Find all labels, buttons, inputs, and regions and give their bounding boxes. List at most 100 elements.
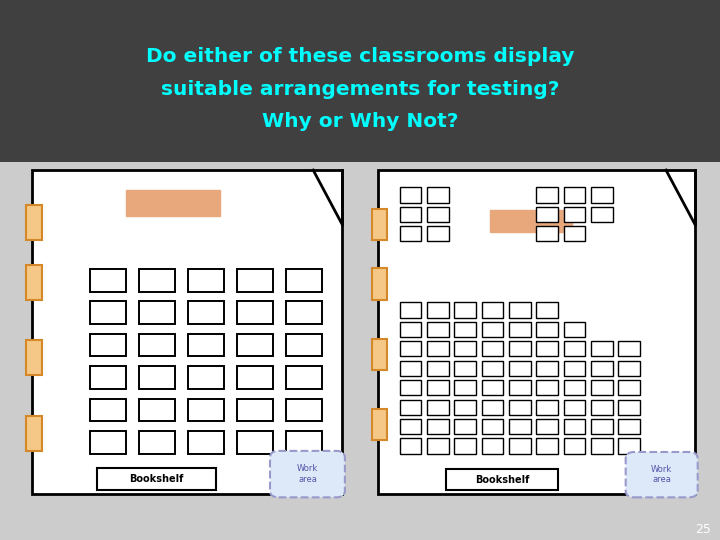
Bar: [482, 419, 503, 434]
Bar: [591, 400, 613, 415]
Bar: [564, 438, 585, 454]
Bar: [591, 438, 613, 454]
Bar: [427, 419, 449, 434]
Bar: [188, 399, 224, 421]
Bar: [427, 322, 449, 337]
Bar: [454, 341, 476, 356]
Bar: [26, 340, 42, 375]
Bar: [188, 366, 224, 389]
Bar: [454, 419, 476, 434]
Bar: [400, 341, 421, 356]
Bar: [536, 302, 558, 318]
Bar: [188, 334, 224, 356]
Bar: [536, 438, 558, 454]
Bar: [26, 205, 42, 240]
Bar: [482, 361, 503, 376]
Text: Do either of these classrooms display: Do either of these classrooms display: [145, 47, 575, 66]
Bar: [591, 419, 613, 434]
Bar: [286, 301, 322, 324]
Bar: [26, 416, 42, 451]
Bar: [400, 419, 421, 434]
Bar: [400, 207, 421, 222]
Text: Work
area: Work area: [651, 465, 672, 484]
Bar: [482, 341, 503, 356]
Bar: [509, 361, 531, 376]
Bar: [400, 226, 421, 241]
Bar: [286, 431, 322, 454]
Text: Work
area: Work area: [297, 464, 318, 484]
Bar: [509, 400, 531, 415]
Bar: [536, 419, 558, 434]
Bar: [482, 438, 503, 454]
Bar: [536, 361, 558, 376]
Bar: [372, 268, 387, 300]
Bar: [237, 334, 273, 356]
Text: Bookshelf: Bookshelf: [130, 474, 184, 484]
Bar: [139, 366, 175, 389]
Bar: [618, 380, 640, 395]
Bar: [490, 210, 572, 232]
Bar: [564, 322, 585, 337]
Bar: [32, 170, 342, 494]
Bar: [400, 380, 421, 395]
Bar: [536, 207, 558, 222]
Bar: [400, 400, 421, 415]
Bar: [618, 361, 640, 376]
Bar: [427, 207, 449, 222]
Bar: [90, 301, 126, 324]
Bar: [139, 334, 175, 356]
Bar: [126, 190, 220, 216]
Bar: [286, 366, 322, 389]
Bar: [482, 380, 503, 395]
Bar: [482, 322, 503, 337]
Bar: [536, 400, 558, 415]
Bar: [372, 209, 387, 240]
Bar: [536, 187, 558, 202]
Bar: [90, 431, 126, 454]
Bar: [427, 187, 449, 202]
Bar: [509, 419, 531, 434]
Bar: [286, 334, 322, 356]
Bar: [378, 170, 695, 494]
Text: Bookshelf: Bookshelf: [475, 475, 529, 484]
Bar: [618, 341, 640, 356]
Bar: [482, 302, 503, 318]
Bar: [564, 207, 585, 222]
Bar: [237, 366, 273, 389]
Bar: [427, 361, 449, 376]
Text: Why or Why Not?: Why or Why Not?: [262, 112, 458, 131]
Bar: [454, 438, 476, 454]
Bar: [427, 380, 449, 395]
FancyBboxPatch shape: [626, 452, 698, 497]
Bar: [237, 269, 273, 292]
Bar: [237, 301, 273, 324]
Bar: [372, 409, 387, 440]
Bar: [427, 226, 449, 241]
Bar: [90, 269, 126, 292]
Bar: [509, 322, 531, 337]
Bar: [536, 380, 558, 395]
Bar: [90, 399, 126, 421]
Bar: [454, 302, 476, 318]
Bar: [400, 187, 421, 202]
Bar: [286, 399, 322, 421]
Bar: [536, 341, 558, 356]
Bar: [536, 226, 558, 241]
Bar: [400, 302, 421, 318]
Bar: [286, 269, 322, 292]
Bar: [90, 334, 126, 356]
Bar: [446, 469, 558, 490]
Bar: [237, 431, 273, 454]
Bar: [536, 322, 558, 337]
Bar: [400, 438, 421, 454]
Bar: [237, 399, 273, 421]
FancyBboxPatch shape: [270, 451, 345, 497]
Bar: [591, 207, 613, 222]
Bar: [564, 341, 585, 356]
Bar: [188, 269, 224, 292]
Bar: [427, 438, 449, 454]
Bar: [139, 269, 175, 292]
Bar: [509, 302, 531, 318]
Bar: [139, 399, 175, 421]
Bar: [618, 419, 640, 434]
